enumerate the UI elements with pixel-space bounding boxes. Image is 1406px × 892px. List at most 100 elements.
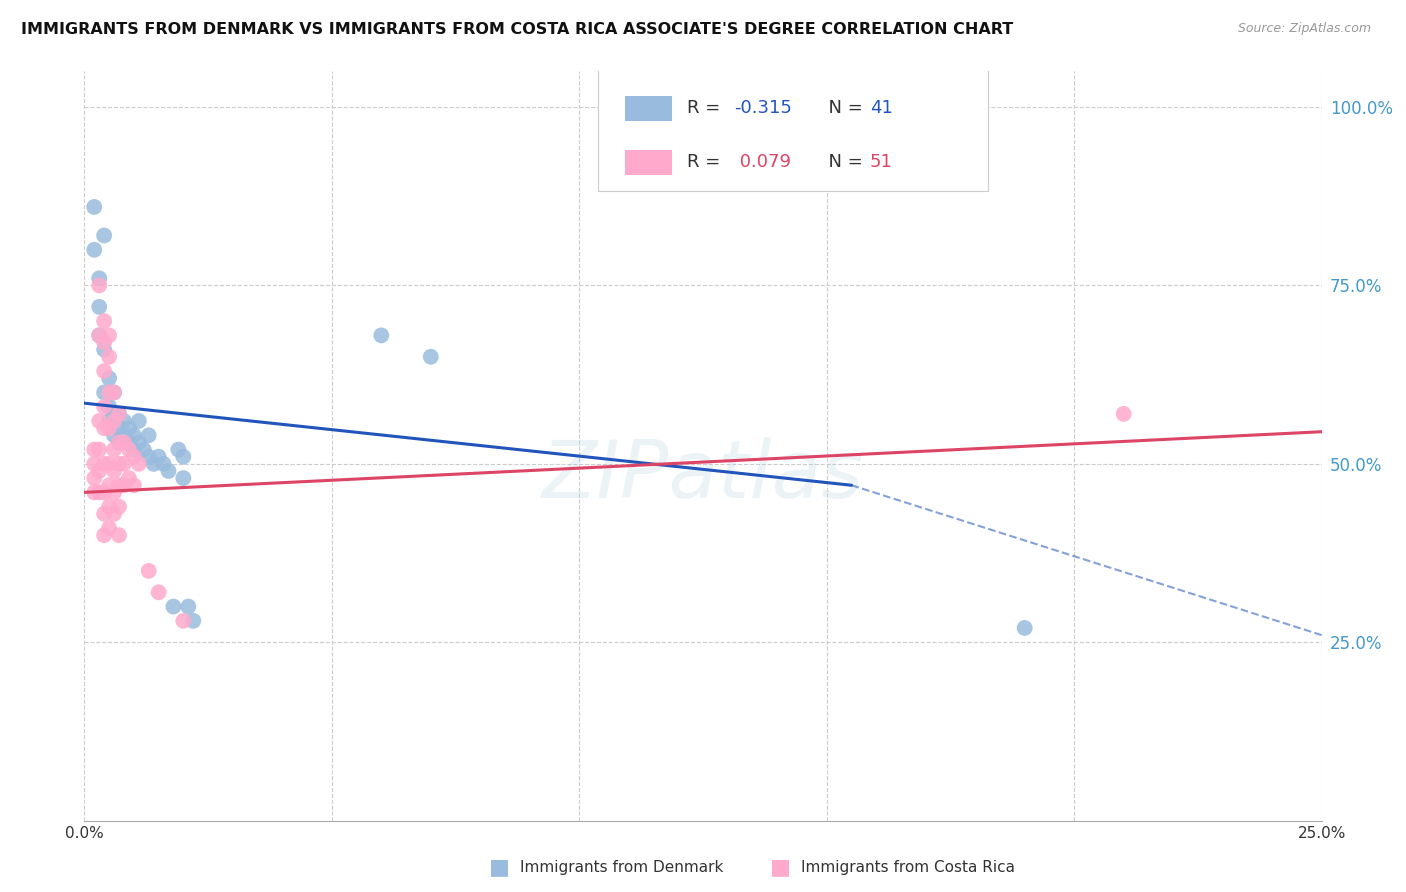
Text: R =: R = xyxy=(688,99,725,117)
Point xyxy=(103,407,125,421)
Point xyxy=(1112,407,1135,421)
Point xyxy=(419,350,441,364)
Point xyxy=(108,435,131,450)
Point xyxy=(148,450,170,464)
Point xyxy=(103,414,125,428)
Text: -0.315: -0.315 xyxy=(734,99,792,117)
Point xyxy=(89,328,111,343)
Point xyxy=(108,528,131,542)
Point xyxy=(93,228,115,243)
Point xyxy=(83,485,105,500)
Point xyxy=(172,471,194,485)
Point xyxy=(122,450,145,464)
Point xyxy=(89,485,111,500)
Point xyxy=(98,328,121,343)
Point xyxy=(98,385,121,400)
Point xyxy=(108,435,131,450)
Text: ■: ■ xyxy=(489,857,509,877)
Point xyxy=(93,364,115,378)
Point xyxy=(83,243,105,257)
Point xyxy=(370,328,392,343)
Point xyxy=(128,435,150,450)
Point xyxy=(103,428,125,442)
Point xyxy=(152,457,174,471)
Point xyxy=(157,464,180,478)
Text: ZIPatlas: ZIPatlas xyxy=(541,437,865,515)
Point xyxy=(122,442,145,457)
Point xyxy=(93,400,115,414)
Point xyxy=(89,464,111,478)
Point xyxy=(112,457,135,471)
Point xyxy=(112,435,135,450)
Point xyxy=(98,500,121,514)
Point xyxy=(93,528,115,542)
Point xyxy=(93,421,115,435)
Point xyxy=(118,442,141,457)
Point xyxy=(98,421,121,435)
Point xyxy=(138,564,160,578)
Point xyxy=(177,599,200,614)
Point xyxy=(118,421,141,435)
Point xyxy=(89,328,111,343)
Point xyxy=(83,200,105,214)
Point xyxy=(162,599,184,614)
Point xyxy=(103,485,125,500)
Text: N =: N = xyxy=(817,99,869,117)
Point xyxy=(142,457,165,471)
Point xyxy=(128,414,150,428)
Point xyxy=(103,385,125,400)
Point xyxy=(128,457,150,471)
Point xyxy=(108,478,131,492)
Point xyxy=(122,428,145,442)
Text: ■: ■ xyxy=(770,857,790,877)
Point xyxy=(167,442,190,457)
Point xyxy=(108,457,131,471)
FancyBboxPatch shape xyxy=(626,150,672,175)
Point xyxy=(89,300,111,314)
Point xyxy=(93,457,115,471)
Point xyxy=(89,442,111,457)
Point xyxy=(138,428,160,442)
Point xyxy=(83,471,105,485)
Point xyxy=(122,478,145,492)
Point xyxy=(98,371,121,385)
Point xyxy=(108,500,131,514)
Point xyxy=(98,414,121,428)
Text: 0.079: 0.079 xyxy=(734,153,792,171)
Point xyxy=(93,314,115,328)
Point xyxy=(103,507,125,521)
Point xyxy=(138,450,160,464)
Text: Immigrants from Denmark: Immigrants from Denmark xyxy=(520,860,724,874)
Point xyxy=(83,457,105,471)
Point xyxy=(89,278,111,293)
Text: Source: ZipAtlas.com: Source: ZipAtlas.com xyxy=(1237,22,1371,36)
Point xyxy=(93,507,115,521)
FancyBboxPatch shape xyxy=(626,95,672,120)
Point xyxy=(1014,621,1036,635)
Point xyxy=(118,471,141,485)
Point xyxy=(93,335,115,350)
Point xyxy=(108,407,131,421)
Text: 51: 51 xyxy=(870,153,893,171)
Point xyxy=(112,428,135,442)
Point xyxy=(103,385,125,400)
Point xyxy=(172,450,194,464)
Point xyxy=(108,407,131,421)
Point xyxy=(103,442,125,457)
Point xyxy=(108,421,131,435)
Point xyxy=(98,457,121,471)
Point xyxy=(112,414,135,428)
Text: R =: R = xyxy=(688,153,725,171)
Point xyxy=(98,350,121,364)
Point xyxy=(172,614,194,628)
Text: 41: 41 xyxy=(870,99,893,117)
FancyBboxPatch shape xyxy=(598,56,987,191)
Point xyxy=(89,271,111,285)
Point xyxy=(118,435,141,450)
Point xyxy=(93,485,115,500)
Text: IMMIGRANTS FROM DENMARK VS IMMIGRANTS FROM COSTA RICA ASSOCIATE'S DEGREE CORRELA: IMMIGRANTS FROM DENMARK VS IMMIGRANTS FR… xyxy=(21,22,1014,37)
Point xyxy=(89,414,111,428)
Point xyxy=(181,614,204,628)
Point xyxy=(83,442,105,457)
Point xyxy=(98,478,121,492)
